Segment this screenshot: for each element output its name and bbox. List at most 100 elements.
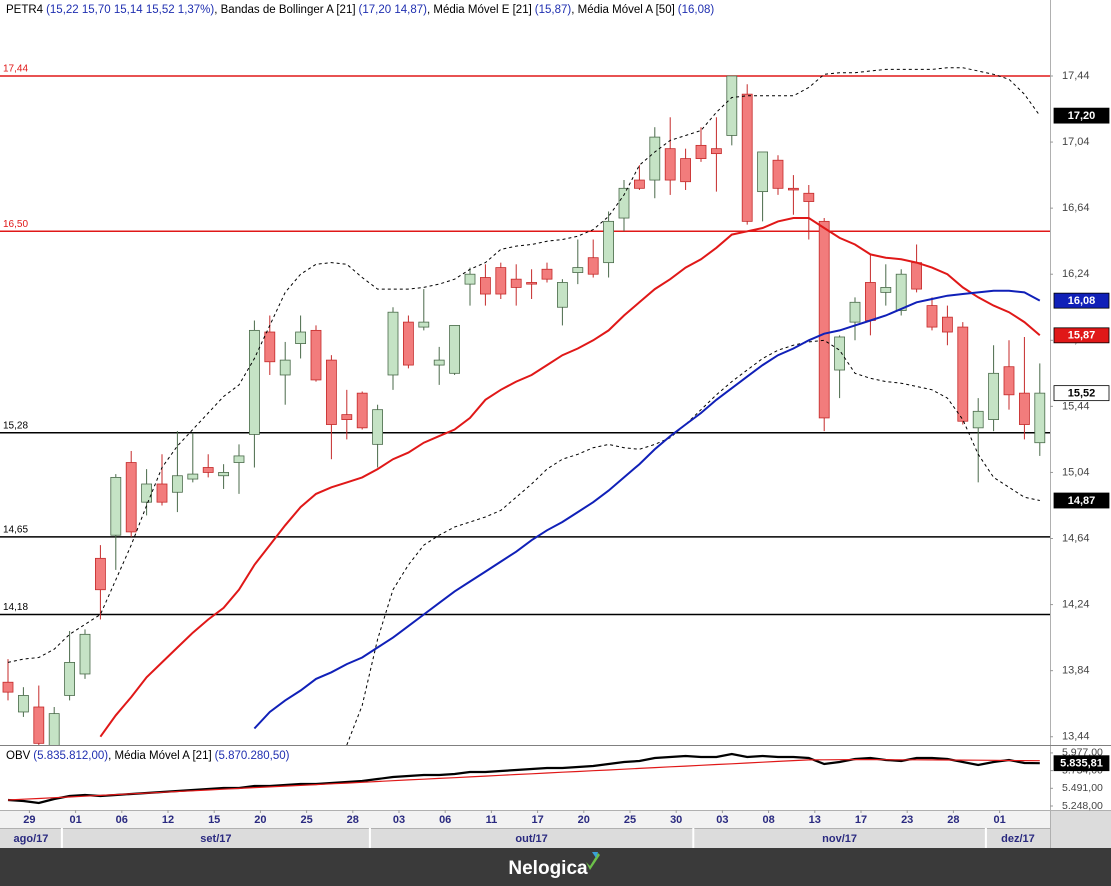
level-label: 14,18 xyxy=(3,602,28,613)
candle-body xyxy=(402,321,414,366)
x-tick-label: 03 xyxy=(716,814,728,826)
x-tick-label: 08 xyxy=(762,814,774,826)
plot-area: 17,44 16,50 15,28 14,65 14,18 xyxy=(0,64,1050,745)
x-tick-label: 03 xyxy=(393,814,405,826)
y-tick-label: 15,44 xyxy=(1062,400,1090,412)
corner-band xyxy=(1050,810,1111,848)
candle-body xyxy=(803,192,815,202)
candle-body xyxy=(202,467,214,473)
price-tag-label: 15,52 xyxy=(1068,388,1096,400)
candle-body xyxy=(988,372,999,420)
legend-name: PETR4 xyxy=(6,4,44,16)
candle-body xyxy=(726,75,738,136)
candle-body xyxy=(880,287,892,293)
candle-body xyxy=(834,336,845,371)
price-tag xyxy=(1053,327,1110,344)
candle-body xyxy=(972,410,984,429)
price-tag xyxy=(1053,492,1110,509)
price-tag xyxy=(1053,292,1110,309)
x-tick-label: 01 xyxy=(69,814,81,826)
candle-body xyxy=(942,316,953,333)
candle-body xyxy=(741,93,753,222)
legend-name: , Média Móvel E [21] xyxy=(427,4,532,16)
legend: OBV (5.835.812,00), Média Móvel A [21] (5.… xyxy=(6,750,290,762)
candle-body xyxy=(341,414,353,420)
y-tick-label: 17,44 xyxy=(1062,70,1090,82)
legend-name: , Média Móvel A [50] xyxy=(571,4,675,16)
candle-body xyxy=(233,455,245,463)
candle-body xyxy=(680,158,691,183)
series-line xyxy=(346,339,1040,745)
legend-values: (16,08) xyxy=(678,4,715,16)
month-label: out/17 xyxy=(515,833,547,845)
legend-values: (15,87) xyxy=(535,4,572,16)
x-tick-label: 25 xyxy=(624,814,636,826)
candle-body xyxy=(1034,392,1046,444)
candle-body xyxy=(926,305,938,328)
price-tag xyxy=(1053,107,1110,124)
x-tick-label: 17 xyxy=(855,814,867,826)
x-tick-label: 29 xyxy=(23,814,35,826)
x-tick-label: 20 xyxy=(254,814,266,826)
candle-body xyxy=(187,473,199,480)
legend-name: OBV xyxy=(6,750,31,762)
month-label: nov/17 xyxy=(822,833,857,845)
date-axis-band xyxy=(0,810,1050,828)
candle-body xyxy=(95,557,106,591)
x-tick-label: 12 xyxy=(162,814,174,826)
candle-body xyxy=(141,483,153,503)
candle-body xyxy=(2,681,14,693)
footer-bar xyxy=(0,848,1111,886)
brand-logo xyxy=(592,852,598,858)
candle-body xyxy=(17,695,29,713)
candle-body xyxy=(587,257,599,275)
candle-body xyxy=(325,359,337,425)
candle-body xyxy=(818,220,830,419)
y-tick-label: 16,24 xyxy=(1062,268,1090,280)
candle-body xyxy=(125,462,137,533)
legend-name: , Bandas de Bollinger A [21] xyxy=(214,4,355,16)
candle-body xyxy=(464,273,476,285)
y-tick-label: 17,04 xyxy=(1062,136,1090,148)
candle-body xyxy=(1019,392,1030,425)
y-tick-label: 15,04 xyxy=(1062,466,1090,478)
candle-body xyxy=(33,706,45,744)
x-tick-label: 01 xyxy=(993,814,1005,826)
y-tick-label: 5.491,00 xyxy=(1062,782,1103,794)
plot-area xyxy=(7,752,1040,805)
level-label: 15,28 xyxy=(3,420,28,431)
month-axis-band xyxy=(0,828,1050,848)
series-line xyxy=(7,759,1040,801)
candle-body xyxy=(526,282,537,285)
price-tag-label: 5.835,81 xyxy=(1060,758,1103,770)
x-tick-label: 11 xyxy=(486,814,498,826)
x-tick-label: 28 xyxy=(947,814,959,826)
candle-body xyxy=(572,267,584,273)
month-label: set/17 xyxy=(200,833,231,845)
candle-body xyxy=(279,359,291,376)
x-tick-label: 23 xyxy=(901,814,913,826)
price-tag xyxy=(1053,755,1110,772)
x-tick-label: 17 xyxy=(531,814,543,826)
series-line xyxy=(99,217,1041,738)
x-tick-label: 30 xyxy=(670,814,682,826)
candle-body xyxy=(849,301,861,323)
candle-body xyxy=(479,277,491,295)
y-tick-label: 13,84 xyxy=(1062,665,1090,677)
x-tick-label: 06 xyxy=(439,814,451,826)
candle-body xyxy=(541,268,553,280)
month-label: dez/17 xyxy=(1001,833,1035,845)
candle-body xyxy=(248,329,260,435)
candle-body xyxy=(79,633,91,675)
y-tick-label: 13,44 xyxy=(1062,731,1090,743)
candle-body xyxy=(387,311,399,376)
candle-body xyxy=(48,713,60,745)
brand: Nelogica xyxy=(508,858,588,879)
brand-logo xyxy=(586,853,600,870)
candle-body xyxy=(603,220,614,264)
price-tag-label: 15,87 xyxy=(1068,330,1096,342)
candle-body xyxy=(895,273,907,311)
candle-body xyxy=(510,278,522,288)
candle-body xyxy=(110,476,122,536)
